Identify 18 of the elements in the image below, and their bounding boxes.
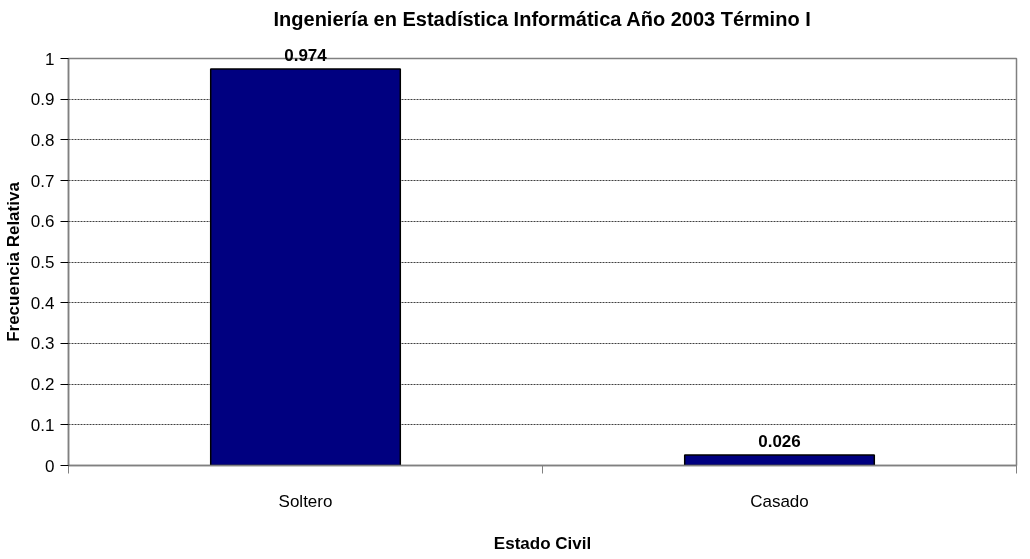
y-tick-label: 0.4 — [30, 293, 55, 313]
y-tick-label: 0.8 — [30, 130, 55, 150]
y-tick-label: 0.1 — [30, 415, 55, 435]
y-tick-label: 0.2 — [30, 375, 55, 395]
y-axis-title: Frecuencia Relativa — [3, 181, 23, 342]
y-tick-label: 1 — [45, 49, 55, 69]
y-tick-label: 0.7 — [30, 171, 55, 191]
y-tick-label: 0.3 — [30, 334, 55, 354]
data-label: 0.974 — [284, 46, 328, 66]
x-tick-label: Casado — [750, 491, 809, 511]
x-tick-label: Soltero — [278, 491, 333, 511]
y-tick-label: 0.5 — [30, 253, 55, 272]
y-tick-label: 0.6 — [30, 212, 55, 232]
y-tick-label: 0.9 — [30, 90, 55, 110]
x-axis-title: Estado Civil — [493, 533, 592, 553]
y-tick-label: 0 — [45, 456, 55, 476]
chart-title: Ingeniería en Estadística Informática Año 2003 Término I — [273, 7, 811, 30]
data-label: 0.026 — [758, 431, 801, 451]
